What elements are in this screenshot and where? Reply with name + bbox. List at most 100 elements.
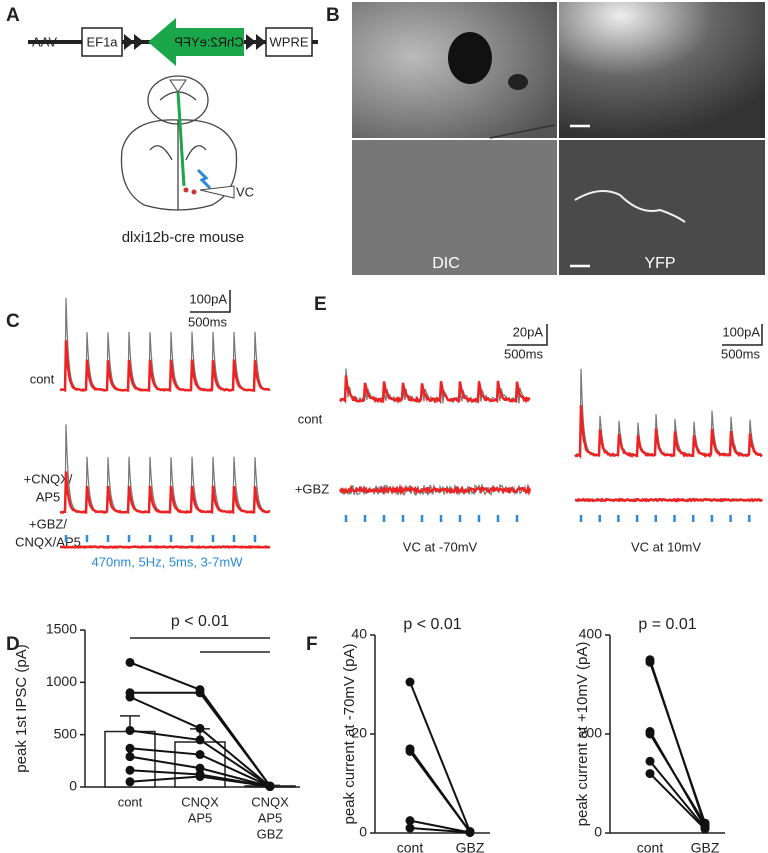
yfp-image	[559, 2, 765, 138]
cell-point	[645, 657, 655, 667]
cell-line	[649, 760, 706, 829]
element-label: WPRE	[270, 34, 309, 49]
injection-pipette	[169, 79, 187, 93]
x-tick-label: CNQX	[251, 794, 289, 809]
y-tick-label: 0	[594, 824, 602, 840]
cell-point	[465, 828, 475, 838]
cell-point	[405, 746, 415, 756]
cell-point	[195, 688, 205, 698]
y-tick-label: 0	[69, 778, 77, 794]
cell-point	[195, 750, 205, 760]
cell-line	[409, 681, 471, 832]
scale-bar	[190, 290, 231, 313]
trace	[59, 544, 271, 550]
y-tick-label: 400	[579, 626, 603, 642]
image-label: YFP	[644, 255, 675, 272]
cell-point	[195, 735, 205, 745]
element-label: EF1a	[86, 34, 118, 49]
chr2-arrow	[148, 18, 244, 66]
x-tick-label: AP5	[258, 810, 283, 825]
panel-label: C	[6, 311, 20, 332]
cell-point	[700, 824, 710, 834]
cell-point	[125, 657, 135, 667]
trace	[59, 297, 271, 392]
cell-point	[405, 677, 415, 687]
y-tick-label: 1500	[46, 621, 77, 637]
caption: VC at -70mV	[403, 539, 478, 554]
x-tick-label: GBZ	[257, 826, 284, 841]
caption: VC at 10mV	[631, 539, 701, 554]
cell-point	[265, 781, 275, 791]
cell-point	[125, 725, 135, 735]
y-tick-label: 200	[579, 725, 603, 741]
cell-point	[125, 777, 135, 787]
cell-point	[195, 772, 205, 782]
condition-label: cont	[298, 411, 323, 426]
cell-point	[405, 816, 415, 826]
cell-point	[125, 692, 135, 702]
dic-image	[352, 140, 557, 275]
cell	[183, 187, 189, 193]
promoter-box	[81, 27, 123, 57]
cell-line	[409, 819, 471, 834]
condition-label: AP5	[36, 489, 61, 504]
p-value: p < 0.01	[403, 616, 461, 633]
y-axis-label: peak 1st IPSC (pA)	[13, 644, 30, 772]
cell-point	[645, 756, 655, 766]
x-tick-label: cont	[118, 794, 143, 809]
dic-feature	[448, 32, 492, 84]
y-tick-label: 40	[351, 626, 367, 642]
scale-label: 100pA	[189, 291, 227, 306]
panel-label: D	[6, 634, 20, 655]
yfp-image	[559, 140, 765, 275]
panel-label: E	[314, 294, 327, 315]
y-tick-label: 20	[351, 725, 367, 741]
condition-label: +CNQX/	[24, 471, 73, 486]
condition-label: +GBZ/	[29, 516, 67, 531]
cell-point	[195, 723, 205, 733]
trace	[574, 405, 763, 459]
scale-label: 500ms	[721, 346, 761, 361]
x-tick-label: GBZ	[691, 840, 720, 853]
cell-point	[125, 743, 135, 753]
scale-label: 100pA	[722, 324, 760, 339]
wpre-box	[265, 27, 313, 57]
fiber	[176, 91, 186, 187]
panel-label: F	[306, 634, 318, 655]
light	[196, 168, 212, 190]
neurite	[574, 190, 686, 223]
pipette	[489, 124, 556, 139]
cell-line	[649, 661, 706, 824]
site-label: VC	[236, 184, 254, 199]
x-tick-label: GBZ	[456, 840, 485, 853]
x-tick-label: cont	[637, 840, 664, 853]
vector-label: AAV	[32, 34, 57, 49]
p-value: p = 0.01	[638, 616, 696, 633]
trace	[59, 471, 271, 515]
scale-bar	[507, 324, 548, 346]
trace	[59, 424, 271, 514]
x-tick-label: AP5	[188, 810, 213, 825]
scale-label: 20pA	[513, 324, 544, 339]
y-tick-label: 0	[359, 824, 367, 840]
scale-bar	[722, 324, 763, 346]
trace	[338, 375, 531, 405]
cell-point	[125, 752, 135, 762]
y-axis-label: peak current at -70mV (pA)	[341, 644, 358, 825]
p-value: p < 0.01	[171, 613, 229, 630]
labels: AAV EF1a ChR2:eYFP WPRE VC dlxi12b-cre m…	[15, 34, 760, 569]
scale-label: 500ms	[188, 314, 228, 329]
trace	[60, 340, 271, 393]
recording-pipette	[199, 185, 235, 199]
caption: dlxi12b-cre mouse	[122, 229, 245, 246]
y-axis-label: peak current at +10mV (pA)	[574, 642, 591, 827]
condition-label: +GBZ	[295, 481, 329, 496]
cell-point	[645, 729, 655, 739]
stimulus-label: 470nm, 5Hz, 5ms, 3-7mW	[92, 554, 244, 569]
y-tick-label: 500	[54, 725, 78, 741]
y-tick-label: 1000	[46, 673, 77, 689]
image-label: DIC	[432, 255, 460, 272]
trace	[574, 497, 764, 503]
cell-line	[409, 827, 471, 834]
